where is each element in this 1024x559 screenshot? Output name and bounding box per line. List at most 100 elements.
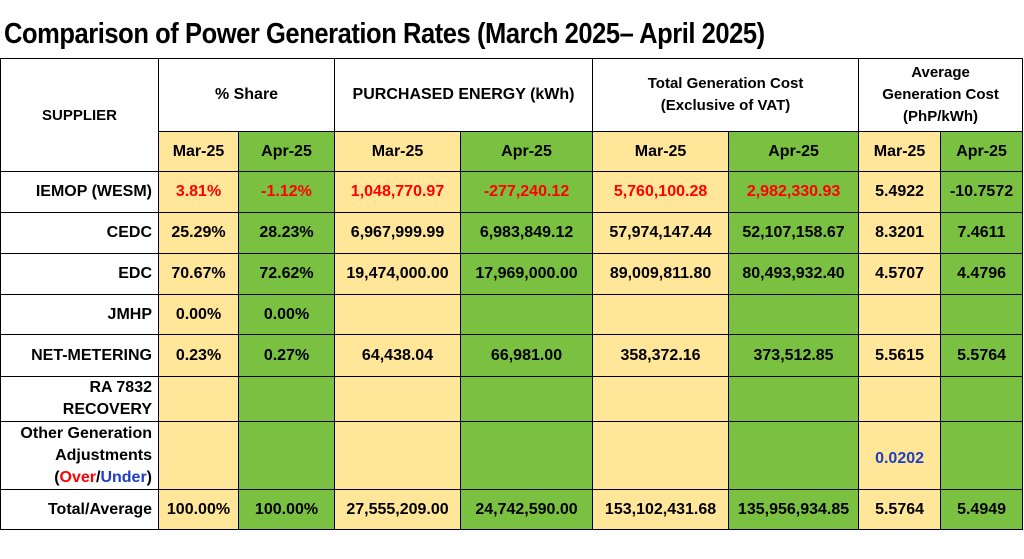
table-cell: 0.00% [237, 294, 336, 335]
table-row: NET-METERING 0.23% 0.27% 64,438.04 66,98… [0, 334, 1024, 377]
table-cell [592, 294, 730, 335]
table-cell [237, 421, 336, 490]
table-cell [858, 376, 942, 422]
total-row: Total/Average 100.00% 100.00% 27,555,209… [0, 489, 1024, 530]
table-cell: -10.7572 [940, 171, 1024, 213]
supplier-line: RECOVERY [62, 401, 152, 418]
table-cell [158, 376, 239, 422]
table-cell: 0.23% [158, 334, 239, 377]
supplier-cell: EDC [0, 253, 159, 295]
generation-rates-table: SUPPLIER % Share PURCHASED ENERGY (kWh) … [0, 58, 1024, 530]
slash-label: / [95, 468, 101, 486]
cost-header-line2: (Exclusive of VAT) [660, 97, 791, 114]
table-cell [728, 294, 860, 335]
table-cell: 19,474,000.00 [334, 253, 462, 295]
table-cell: 5.4949 [940, 489, 1024, 530]
table-cell: 1,048,770.97 [334, 171, 462, 213]
table-cell: 27,555,209.00 [334, 489, 462, 530]
month-header: Mar-25 [592, 131, 730, 172]
table-cell: 28.23% [237, 212, 336, 254]
table-cell: 89,009,811.80 [592, 253, 730, 295]
table-cell: 0.00% [158, 294, 239, 335]
table-cell: 5.5615 [858, 334, 942, 377]
table-row: IEMOP (WESM) 3.81% -1.12% 1,048,770.97 -… [0, 171, 1024, 213]
table-cell: 80,493,932.40 [728, 253, 860, 295]
table-cell: 5.5764 [858, 489, 942, 530]
table-cell: 100.00% [158, 489, 239, 530]
supplier-line: Other Generation [20, 424, 152, 442]
month-header: Mar-25 [858, 131, 942, 172]
table-cell [460, 294, 594, 335]
table-cell [592, 421, 730, 490]
table-cell [592, 376, 730, 422]
table-cell: 4.4796 [940, 253, 1024, 295]
supplier-cell: RA 7832 RECOVERY [0, 376, 159, 422]
table-cell: 4.5707 [858, 253, 942, 295]
supplier-cell: Total/Average [0, 489, 159, 530]
table-cell: 153,102,431.68 [592, 489, 730, 530]
table-cell [460, 421, 594, 490]
table-cell [940, 421, 1024, 490]
table-cell [334, 294, 462, 335]
table-cell [728, 421, 860, 490]
avg-header-line3: (PhP/kWh) [903, 108, 979, 125]
month-header: Mar-25 [334, 131, 462, 172]
page-title: Comparison of Power Generation Rates (Ma… [4, 18, 765, 50]
supplier-cell: Other Generation Adjustments (Over/Under… [0, 421, 159, 490]
table-cell [237, 376, 336, 422]
energy-header: PURCHASED ENERGY (kWh) [334, 58, 594, 132]
month-header: Apr-25 [728, 131, 860, 172]
table-cell: 52,107,158.67 [728, 212, 860, 254]
table-cell: 6,967,999.99 [334, 212, 462, 254]
table-cell: 17,969,000.00 [460, 253, 594, 295]
over-label: Over [59, 468, 96, 486]
table-cell: 24,742,590.00 [460, 489, 594, 530]
table-cell: 373,512.85 [728, 334, 860, 377]
month-header-row: Mar-25 Apr-25 Mar-25 Apr-25 Mar-25 Apr-2… [1, 131, 1024, 172]
table-cell: 0.0202 [858, 421, 942, 490]
avg-header-line1: Average [911, 64, 970, 81]
avg-cost-header: Average Generation Cost (PhP/kWh) [858, 58, 1024, 132]
supplier-line: (Over/Under) [54, 468, 152, 486]
table-cell: 66,981.00 [460, 334, 594, 377]
table-row: JMHP 0.00% 0.00% [0, 294, 1024, 335]
table-cell: -277,240.12 [460, 171, 594, 213]
table-cell: 8.3201 [858, 212, 942, 254]
table-cell: 358,372.16 [592, 334, 730, 377]
table-row: CEDC 25.29% 28.23% 6,967,999.99 6,983,84… [0, 212, 1024, 254]
supplier-cell: JMHP [0, 294, 159, 335]
table-cell: 6,983,849.12 [460, 212, 594, 254]
table-cell [158, 421, 239, 490]
supplier-line: RA 7832 [89, 379, 152, 396]
table-cell: 2,982,330.93 [728, 171, 860, 213]
table-cell: 7.4611 [940, 212, 1024, 254]
table-cell: 3.81% [158, 171, 239, 213]
share-header: % Share [157, 58, 336, 132]
table-cell [460, 376, 594, 422]
header-row: SUPPLIER % Share PURCHASED ENERGY (kWh) … [0, 58, 1024, 172]
table-cell [940, 294, 1024, 335]
table-cell: 64,438.04 [334, 334, 462, 377]
avg-header-line2: Generation Cost [882, 86, 999, 103]
table-cell: 100.00% [237, 489, 336, 530]
table-row: RA 7832 RECOVERY [0, 376, 1024, 422]
cost-header: Total Generation Cost (Exclusive of VAT) [592, 58, 860, 132]
table-cell: 25.29% [158, 212, 239, 254]
table-cell [728, 376, 860, 422]
table-cell: 0.27% [237, 334, 336, 377]
month-header: Apr-25 [460, 131, 594, 172]
table-cell [940, 376, 1024, 422]
table-row: Other Generation Adjustments (Over/Under… [0, 421, 1024, 490]
cost-header-line1: Total Generation Cost [647, 75, 804, 92]
supplier-header: SUPPLIER [0, 58, 159, 172]
table-cell: 70.67% [158, 253, 239, 295]
supplier-cell: NET-METERING [0, 334, 159, 377]
table-cell: 135,956,934.85 [728, 489, 860, 530]
month-header: Apr-25 [237, 131, 336, 172]
table-cell: 57,974,147.44 [592, 212, 730, 254]
table-cell: -1.12% [237, 171, 336, 213]
table-cell [858, 294, 942, 335]
supplier-cell: IEMOP (WESM) [0, 171, 159, 213]
table-cell: 5.5764 [940, 334, 1024, 377]
month-header: Apr-25 [940, 131, 1024, 172]
